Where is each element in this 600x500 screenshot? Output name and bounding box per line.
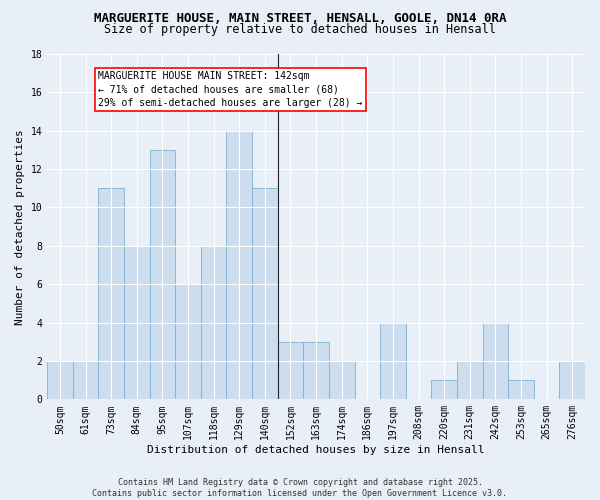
Bar — [457, 361, 482, 400]
Bar — [201, 246, 226, 400]
Bar — [124, 246, 149, 400]
Text: Size of property relative to detached houses in Hensall: Size of property relative to detached ho… — [104, 22, 496, 36]
Bar — [329, 361, 355, 400]
X-axis label: Distribution of detached houses by size in Hensall: Distribution of detached houses by size … — [148, 445, 485, 455]
Bar — [508, 380, 534, 400]
Text: MARGUERITE HOUSE, MAIN STREET, HENSALL, GOOLE, DN14 0RA: MARGUERITE HOUSE, MAIN STREET, HENSALL, … — [94, 12, 506, 26]
Bar — [482, 322, 508, 400]
Bar — [149, 150, 175, 400]
Bar — [559, 361, 585, 400]
Y-axis label: Number of detached properties: Number of detached properties — [15, 129, 25, 324]
Bar — [175, 284, 201, 400]
Bar — [98, 188, 124, 400]
Bar — [252, 188, 278, 400]
Bar — [73, 361, 98, 400]
Bar — [380, 322, 406, 400]
Bar — [303, 342, 329, 400]
Text: MARGUERITE HOUSE MAIN STREET: 142sqm
← 71% of detached houses are smaller (68)
2: MARGUERITE HOUSE MAIN STREET: 142sqm ← 7… — [98, 72, 363, 108]
Bar — [278, 342, 303, 400]
Text: Contains HM Land Registry data © Crown copyright and database right 2025.
Contai: Contains HM Land Registry data © Crown c… — [92, 478, 508, 498]
Bar — [47, 361, 73, 400]
Bar — [226, 130, 252, 400]
Bar — [431, 380, 457, 400]
